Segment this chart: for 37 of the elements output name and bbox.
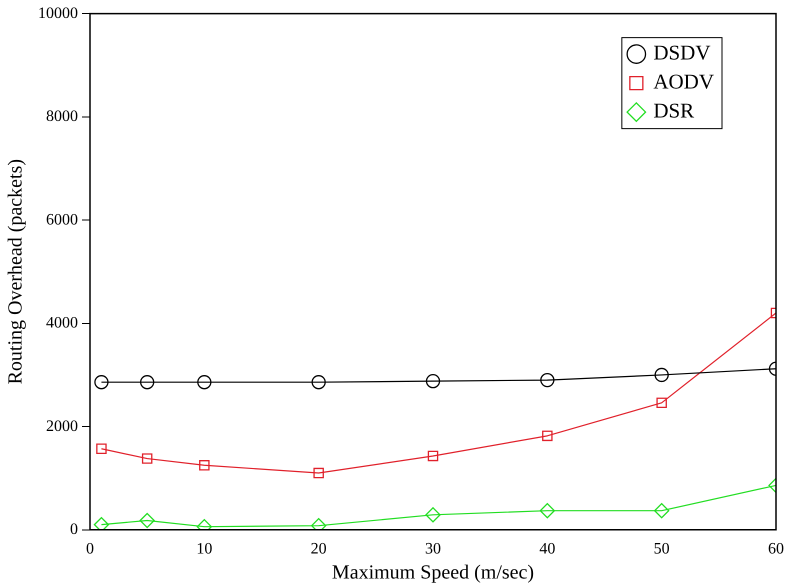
y-tick-label: 10000 [38, 4, 78, 22]
point [313, 468, 324, 478]
y-tick-label: 4000 [46, 314, 78, 332]
x-tick-label: 10 [196, 540, 212, 558]
x-tick-label: 0 [86, 540, 94, 558]
x-tick-label: 30 [425, 540, 441, 558]
point [540, 372, 554, 388]
legend-label: DSR [653, 98, 694, 123]
y-tick-label: 6000 [46, 211, 78, 228]
y-axis-title: Routing Overhead (packets) [4, 158, 26, 384]
point [140, 512, 155, 528]
point [140, 375, 154, 390]
x-tick-label: 50 [654, 540, 670, 558]
x-tick-label: 40 [539, 540, 556, 558]
point [654, 503, 670, 518]
point [428, 450, 438, 462]
point [142, 453, 152, 464]
x-axis-title: Maximum Speed (m/sec) [332, 561, 534, 584]
point [199, 460, 210, 471]
point [425, 507, 441, 522]
point [540, 503, 555, 518]
point [542, 430, 553, 442]
y-tick-label: 2000 [46, 418, 78, 435]
point [94, 516, 110, 530]
point [94, 375, 109, 390]
point [654, 368, 669, 382]
y-tick-label: 8000 [46, 108, 78, 126]
point [656, 398, 667, 408]
legend-label: AODV [653, 70, 714, 94]
point [96, 444, 107, 454]
point [426, 374, 440, 388]
x-tick-label: 20 [310, 540, 327, 558]
x-tick-label: 60 [768, 540, 784, 558]
point [312, 375, 326, 390]
point [197, 375, 212, 390]
legend-label: DSDV [653, 40, 711, 65]
y-tick-label: 0 [70, 521, 78, 538]
